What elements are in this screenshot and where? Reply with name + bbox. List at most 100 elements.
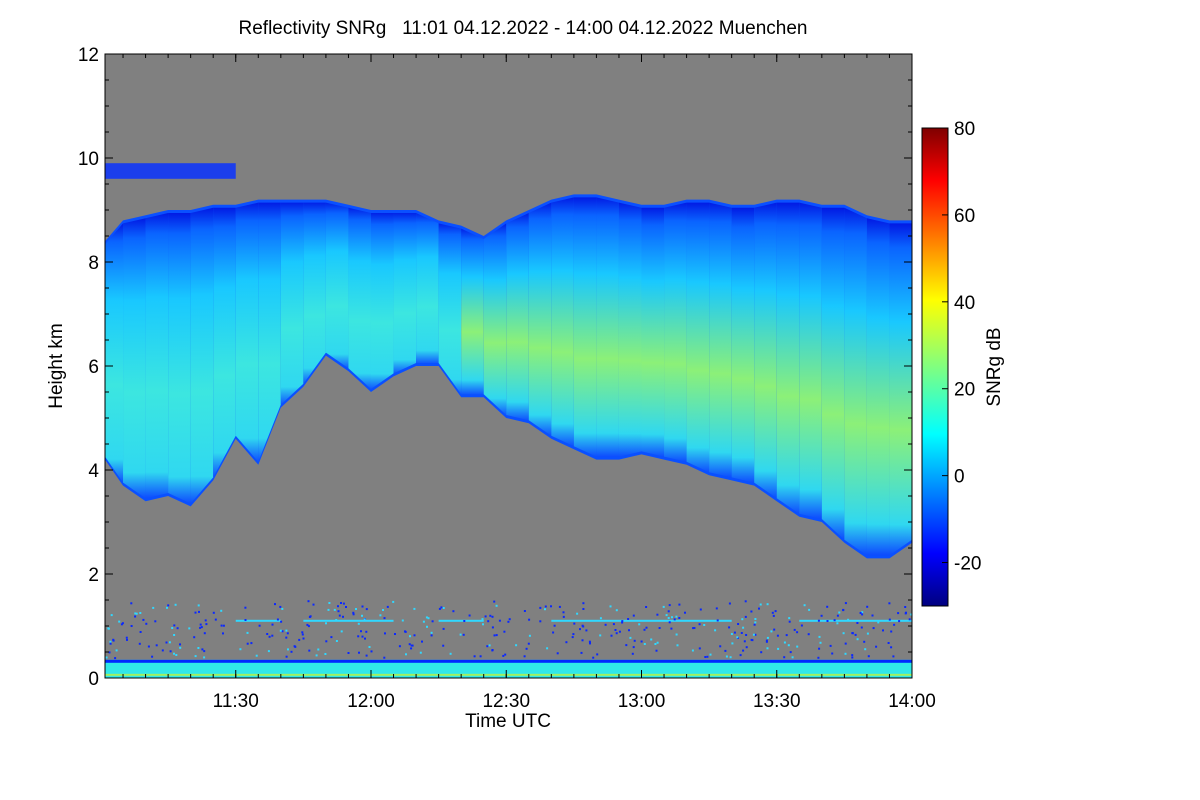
noise-speckle: [724, 649, 727, 652]
noise-speckle: [315, 654, 318, 657]
noise-speckle: [836, 614, 839, 617]
noise-speckle: [645, 606, 648, 608]
noise-speckle: [365, 630, 368, 633]
noise-speckle: [114, 657, 117, 660]
noise-speckle: [171, 627, 174, 629]
noise-speckle: [725, 655, 728, 658]
noise-speckle: [203, 632, 206, 635]
noise-speckle: [754, 621, 757, 624]
cloud-column: [145, 213, 169, 499]
surface-clutter-edge: [105, 659, 912, 663]
noise-speckle: [737, 623, 740, 625]
noise-speckle: [754, 618, 757, 620]
noise-speckle: [842, 608, 845, 611]
noise-speckle: [134, 615, 137, 618]
cloud-column: [551, 197, 574, 447]
noise-speckle: [866, 605, 869, 608]
noise-speckle: [523, 655, 526, 658]
y-axis-label: Height km: [46, 323, 67, 409]
noise-speckle: [829, 644, 832, 647]
noise-speckle: [777, 647, 780, 650]
noise-speckle: [632, 614, 635, 617]
noise-speckle: [244, 619, 247, 621]
noise-speckle: [580, 651, 583, 654]
noise-speckle: [488, 644, 491, 647]
noise-speckle: [573, 622, 576, 625]
noise-speckle: [864, 648, 867, 651]
noise-speckle: [887, 642, 890, 644]
noise-speckle: [662, 605, 665, 608]
noise-speckle: [897, 612, 900, 615]
noise-speckle: [109, 640, 112, 643]
noise-speckle: [820, 614, 823, 617]
noise-speckle: [562, 611, 565, 614]
noise-speckle: [728, 602, 731, 605]
noise-speckle: [609, 605, 612, 608]
noise-speckle: [856, 638, 859, 641]
noise-speckle: [628, 629, 630, 632]
noise-speckle: [452, 610, 455, 613]
noise-speckle: [165, 641, 168, 644]
noise-speckle: [473, 655, 476, 658]
noise-speckle: [504, 653, 507, 656]
noise-speckle: [867, 655, 870, 658]
noise-speckle: [486, 645, 489, 648]
noise-speckle: [796, 645, 799, 648]
noise-speckle: [758, 607, 760, 610]
noise-speckle: [130, 625, 133, 627]
noise-speckle: [266, 633, 269, 635]
noise-speckle: [383, 617, 386, 620]
colorbar-gradient: [921, 127, 949, 607]
noise-speckle: [179, 643, 181, 646]
noise-speckle: [286, 632, 289, 635]
noise-speckle: [169, 650, 172, 653]
noise-speckle: [736, 636, 739, 639]
noise-speckle: [546, 647, 549, 650]
noise-speckle: [826, 605, 829, 608]
noise-speckle: [281, 607, 284, 610]
noise-speckle: [438, 607, 441, 610]
noise-speckle: [704, 656, 707, 658]
noise-speckle: [290, 650, 293, 653]
surface-clutter-band: [105, 659, 912, 678]
noise-speckle: [442, 627, 445, 630]
cloud-column: [731, 207, 755, 483]
noise-speckle: [364, 637, 366, 640]
cloud-column: [889, 223, 912, 556]
noise-speckle: [410, 647, 413, 650]
noise-speckle: [174, 603, 177, 606]
noise-speckle: [203, 656, 206, 659]
cloud-column: [416, 213, 439, 363]
noise-speckle: [110, 614, 113, 617]
noise-speckle: [692, 627, 695, 630]
colorbar-tick-label: -20: [954, 554, 981, 575]
noise-speckle: [745, 634, 748, 636]
noise-speckle: [342, 602, 345, 605]
cloud-column: [235, 202, 259, 462]
noise-speckle: [333, 608, 336, 611]
noise-speckle: [740, 632, 743, 634]
noise-speckle: [200, 626, 203, 629]
noise-speckle: [340, 602, 342, 604]
noise-speckle: [539, 606, 542, 609]
noise-speckle: [523, 610, 526, 612]
noise-speckle: [401, 619, 404, 622]
noise-speckle: [345, 606, 347, 608]
noise-speckle: [258, 624, 261, 627]
noise-speckle: [220, 609, 223, 612]
noise-speckle: [844, 652, 847, 655]
noise-speckle: [888, 602, 891, 605]
noise-speckle: [558, 605, 561, 608]
noise-speckle: [173, 652, 175, 655]
noise-speckle: [205, 623, 208, 626]
noise-speckle: [751, 639, 754, 642]
noise-speckle: [744, 615, 747, 618]
noise-speckle: [147, 645, 150, 648]
noise-speckle: [442, 644, 445, 647]
noise-speckle: [361, 605, 364, 608]
noise-speckle: [386, 605, 389, 608]
noise-speckle: [449, 652, 452, 655]
colorbar-tick-label: 60: [954, 206, 975, 227]
noise-speckle: [382, 609, 384, 611]
noise-speckle: [709, 653, 712, 656]
